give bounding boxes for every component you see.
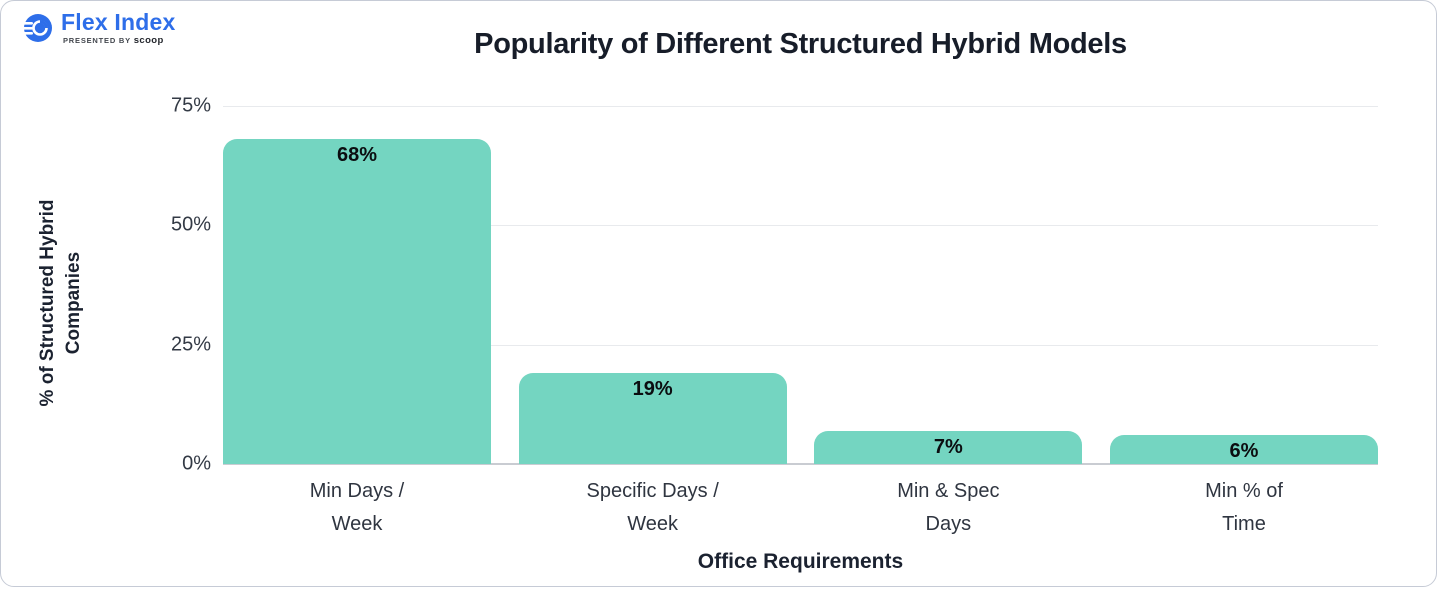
bar [518,373,787,464]
bar-value-label: 6% [1229,440,1259,463]
presented-by-text: PRESENTED BY [63,36,131,45]
bar-value-label: 7% [933,435,963,458]
x-tick-label: Min Days / Week [309,480,405,535]
x-axis-title: Office Requirements [697,550,904,573]
gridline [223,225,1378,227]
x-tick-label: Min % of Time [1205,480,1283,535]
chart-title: Popularity of Different Structured Hybri… [474,28,1127,60]
gridline [223,344,1378,346]
scoop-wordmark: scoop [133,35,164,46]
brand-name: Flex Index [61,9,176,35]
y-tick-label: 50% [170,213,211,236]
y-tick-label: 0% [182,452,211,475]
logo-text: Flex Index PRESENTED BY scoop [61,9,175,46]
flex-index-logo: Flex Index PRESENTED BY scoop [19,9,175,47]
x-tick-label: Specific Days / Week [586,480,719,535]
flex-index-logo-icon [19,14,52,42]
bar [1110,435,1378,464]
x-tick-label: Min & Spec Days [897,480,1000,535]
y-axis-title: % of Structured Hybrid Companies [37,199,84,407]
bar [814,430,1083,464]
bar-value-label: 19% [632,378,673,401]
gridline [223,106,1378,107]
x-axis-line [223,463,1378,465]
bar-value-label: 68% [336,144,378,167]
y-tick-label: 75% [170,94,211,117]
presented-by-line: PRESENTED BY scoop [61,35,175,46]
bar [223,139,491,464]
y-tick-label: 25% [170,333,211,356]
